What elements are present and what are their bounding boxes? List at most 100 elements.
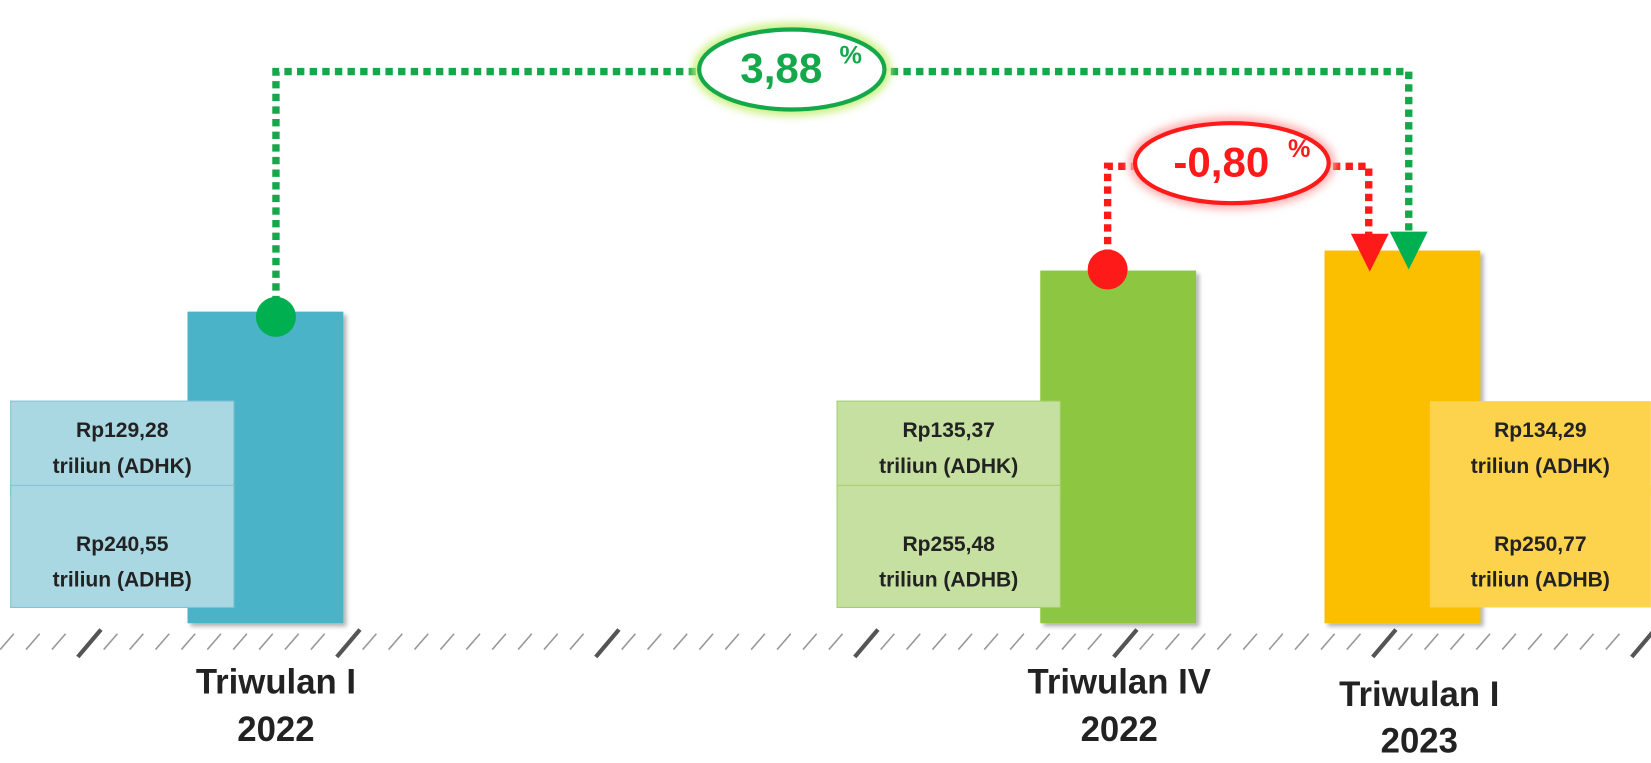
hatch [180, 633, 196, 651]
hatch [1190, 633, 1206, 651]
hatch [1139, 633, 1154, 651]
hatch [1268, 633, 1284, 651]
period-year: 2022 [237, 711, 314, 749]
hatch [905, 633, 921, 651]
value-box [10, 400, 235, 497]
hatch [413, 633, 429, 651]
hatch [51, 633, 67, 651]
hatch [206, 633, 222, 651]
growth-value: -0,80 [1173, 138, 1269, 185]
value: Rp240,55 [76, 533, 169, 556]
value-box [1429, 401, 1651, 496]
value: Rp129,28 [76, 419, 169, 442]
value: Rp134,29 [1494, 419, 1586, 442]
unit: triliun (ADHB) [1471, 569, 1610, 592]
hatch [776, 633, 792, 651]
period-label: Triwulan I [196, 663, 356, 701]
hatch [750, 633, 766, 651]
hatch [310, 633, 326, 651]
hatch [1630, 630, 1651, 659]
hatch [1501, 633, 1517, 651]
hatch [983, 633, 999, 651]
hatch [1035, 633, 1051, 651]
hatch [284, 633, 300, 651]
period-year: 2022 [1081, 711, 1158, 749]
bar [1040, 270, 1197, 624]
growth-unit: % [1288, 135, 1310, 163]
hatch [957, 633, 973, 651]
unit: triliun (ADHK) [879, 455, 1018, 478]
period-year: 2023 [1381, 722, 1458, 758]
hatch [594, 628, 621, 659]
hatch [154, 633, 170, 651]
hatch [802, 633, 818, 651]
hatch [1009, 633, 1025, 651]
ground-hatch [0, 628, 1651, 659]
hatch [1320, 633, 1336, 651]
hatch [76, 628, 103, 659]
hatch [465, 633, 481, 651]
unit: triliun (ADHB) [53, 569, 192, 592]
value-box [1429, 485, 1651, 608]
hatch [25, 633, 41, 651]
hatch [1216, 633, 1232, 651]
hatch [335, 628, 362, 659]
growth-value: 3,88 [740, 45, 822, 92]
unit: triliun (ADHK) [53, 455, 192, 478]
hatch [232, 633, 248, 651]
value-box [836, 484, 1061, 608]
hatch [672, 633, 688, 651]
hatch [1553, 633, 1569, 651]
hatch [129, 633, 144, 651]
hatch [1605, 633, 1621, 651]
growth-badge [697, 27, 887, 112]
value: Rp255,48 [902, 533, 995, 556]
hatch [698, 633, 714, 651]
hatch [880, 633, 895, 651]
hatch [621, 633, 636, 651]
value: Rp250,77 [1494, 533, 1586, 556]
hatch [569, 633, 585, 651]
value-box [10, 484, 235, 608]
value-box [836, 400, 1061, 497]
start-dot [1087, 249, 1128, 290]
unit: triliun (ADHB) [879, 569, 1018, 592]
hatch [543, 633, 559, 651]
arrow-head [1389, 231, 1428, 270]
period-label: Triwulan I [1339, 676, 1499, 714]
period-label: Triwulan IV [1028, 663, 1211, 701]
hatch [1242, 633, 1258, 651]
growth-unit: % [840, 42, 862, 70]
hatch [1371, 628, 1398, 659]
value-box-group: Rp129,28 triliun (ADHK) Rp240,55 triliun… [10, 400, 1651, 608]
hatch [1294, 633, 1310, 651]
hatch [258, 633, 274, 651]
hatch [439, 633, 455, 651]
hatch [491, 633, 507, 651]
hatch [1061, 633, 1077, 651]
hatch [1475, 633, 1491, 651]
hatch [1164, 633, 1180, 651]
hatch [103, 633, 118, 651]
hatch [1112, 628, 1139, 659]
value: Rp135,37 [902, 419, 994, 442]
unit: triliun (ADHK) [1471, 455, 1610, 478]
hatch [1527, 633, 1543, 651]
hatch [828, 633, 844, 651]
hatch [0, 633, 15, 651]
hatch [1449, 633, 1465, 651]
hatch [517, 633, 533, 651]
hatch [931, 633, 947, 651]
hatch [388, 633, 403, 651]
hatch [853, 628, 880, 659]
growth-badge [1132, 121, 1331, 206]
hatch [646, 633, 662, 651]
arrow-head [1350, 233, 1389, 272]
start-dot [255, 296, 296, 337]
hatch [724, 633, 740, 651]
hatch [1579, 633, 1595, 651]
hatch [362, 633, 377, 651]
hatch [1423, 633, 1439, 651]
hatch [1346, 633, 1362, 651]
